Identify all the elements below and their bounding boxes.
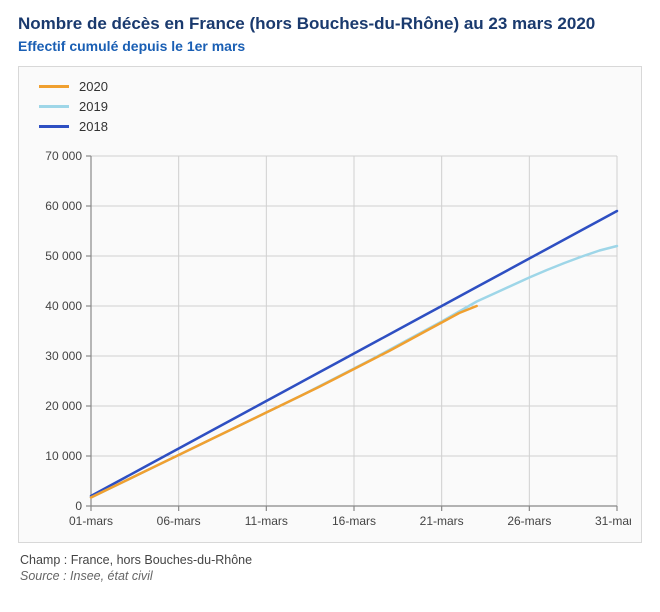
legend-item: 2018 xyxy=(39,119,629,134)
svg-text:20 000: 20 000 xyxy=(45,399,82,413)
plot-area: 0 10 000 20 000 30 000 40 000 50 000 60 000 70 … xyxy=(31,144,629,534)
svg-text:06-mars: 06-mars xyxy=(157,514,201,528)
svg-text:11-mars: 11-mars xyxy=(245,514,288,528)
line-chart-svg: 0 10 000 20 000 30 000 40 000 50 000 60 000 70 … xyxy=(31,144,631,534)
svg-text:26-mars: 26-mars xyxy=(507,514,551,528)
legend-swatch xyxy=(39,105,69,108)
svg-text:50 000: 50 000 xyxy=(45,249,82,263)
chart-box: 2020 2019 2018 0 10 000 20 000 30 000 40 000 50… xyxy=(18,66,642,543)
svg-text:21-mars: 21-mars xyxy=(420,514,464,528)
svg-text:31-mars: 31-mars xyxy=(595,514,631,528)
svg-text:60 000: 60 000 xyxy=(45,199,82,213)
page-subtitle: Effectif cumulé depuis le 1er mars xyxy=(18,38,642,54)
legend-item: 2019 xyxy=(39,99,629,114)
legend-label: 2018 xyxy=(79,119,108,134)
svg-text:40 000: 40 000 xyxy=(45,299,82,313)
legend-label: 2019 xyxy=(79,99,108,114)
svg-text:70 000: 70 000 xyxy=(45,149,82,163)
footer-champ: Champ : France, hors Bouches-du-Rhône xyxy=(20,553,642,567)
legend-swatch xyxy=(39,125,69,128)
chart-container: Nombre de décès en France (hors Bouches-… xyxy=(0,0,660,593)
legend-item: 2020 xyxy=(39,79,629,94)
legend: 2020 2019 2018 xyxy=(39,79,629,134)
svg-text:01-mars: 01-mars xyxy=(69,514,113,528)
svg-text:16-mars: 16-mars xyxy=(332,514,376,528)
svg-text:30 000: 30 000 xyxy=(45,349,82,363)
page-title: Nombre de décès en France (hors Bouches-… xyxy=(18,14,642,34)
footer-source: Source : Insee, état civil xyxy=(20,569,642,583)
legend-label: 2020 xyxy=(79,79,108,94)
svg-text:10 000: 10 000 xyxy=(45,449,82,463)
legend-swatch xyxy=(39,85,69,88)
svg-text:0: 0 xyxy=(75,499,82,513)
